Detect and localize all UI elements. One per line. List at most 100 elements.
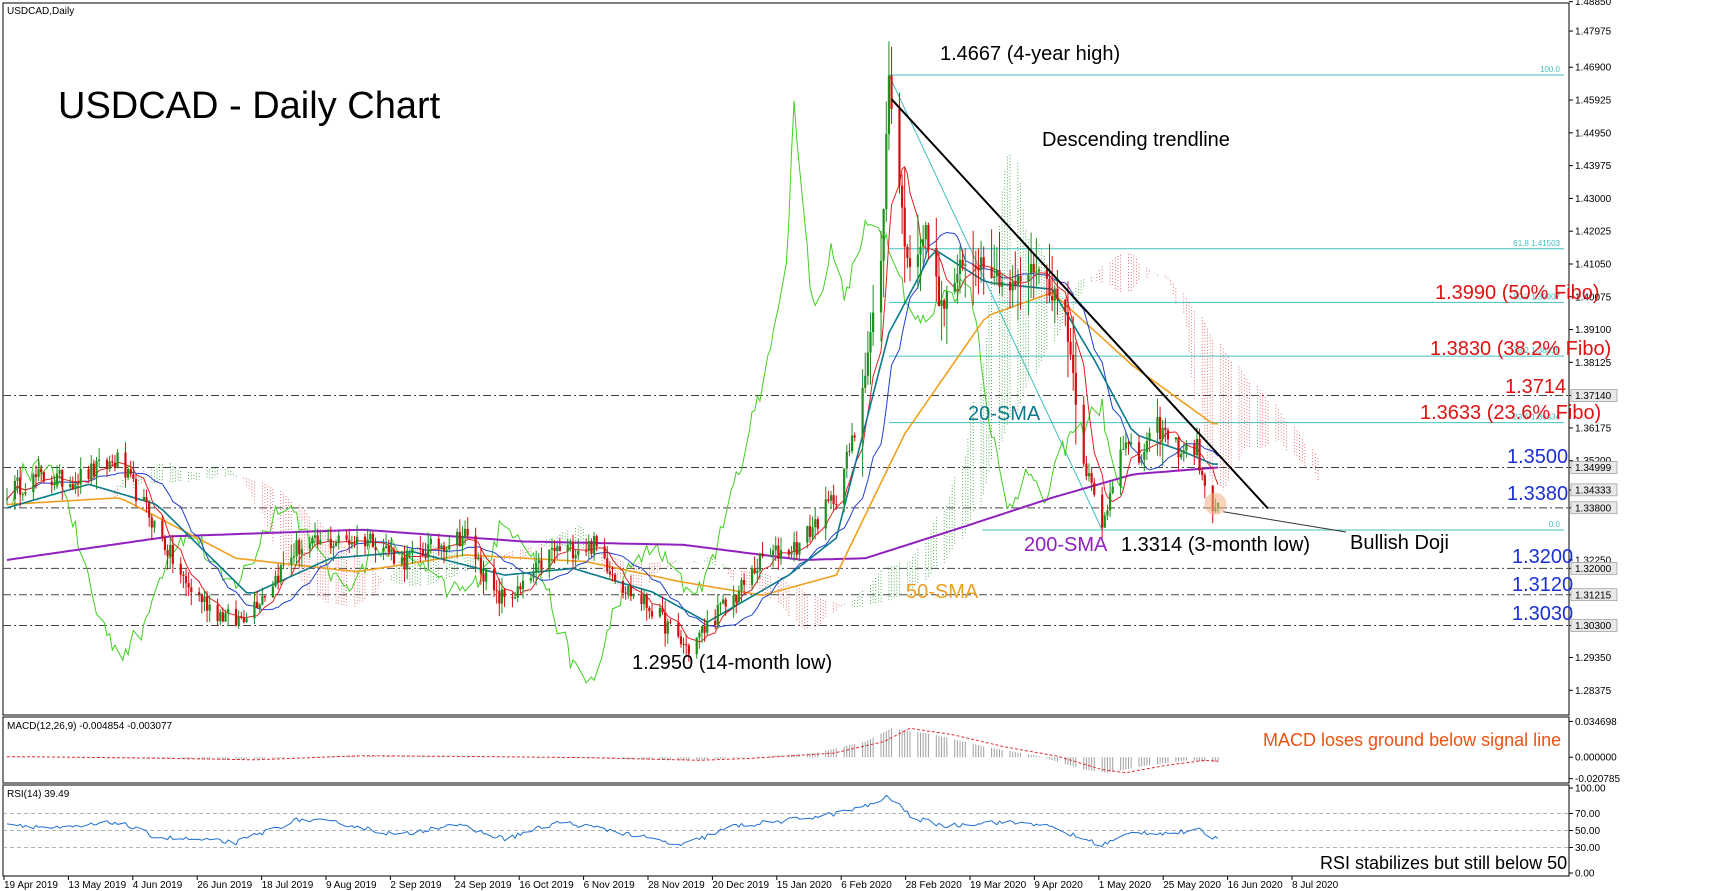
candle-body — [1122, 448, 1125, 450]
chart-annotation: 1.3120 — [1512, 574, 1573, 596]
candle-body — [577, 550, 580, 556]
candle-body — [313, 535, 317, 538]
candle-body — [295, 540, 298, 557]
candle-body — [658, 607, 661, 617]
sma200-line — [6, 466, 1219, 561]
candle-body — [503, 589, 506, 598]
horizontal-levels — [3, 394, 1569, 627]
candle-body — [437, 538, 440, 549]
descending-trendline — [890, 98, 1269, 510]
date-tick-label: 18 Jul 2019 — [262, 880, 314, 891]
chart-annotation: 1.3633 (23.6% Fibo) — [1420, 402, 1601, 424]
candle-body — [384, 546, 388, 548]
candle-body — [724, 599, 727, 607]
candle-body — [995, 270, 998, 277]
price-tick-label: 1.47975 — [1575, 27, 1612, 38]
price-tick-label: 1.30300 — [1575, 621, 1612, 632]
fibo-level-label: 0.0 — [1549, 520, 1561, 529]
candle-body — [21, 494, 24, 496]
candle-body — [956, 274, 959, 283]
candle-body — [937, 276, 941, 306]
candle-body — [479, 557, 482, 574]
candle-body — [1072, 354, 1075, 373]
rsi-tick-label: 70.00 — [1575, 809, 1600, 820]
candle-body — [424, 555, 427, 558]
candle-body — [1137, 442, 1141, 463]
candle-body — [1182, 450, 1185, 454]
candle-body — [824, 499, 827, 529]
date-tick-label: 1 May 2020 — [1099, 880, 1152, 891]
candle-body — [982, 257, 985, 268]
candle-body — [908, 258, 912, 267]
candle-body — [621, 580, 625, 593]
macd-tick-label: 0.034698 — [1575, 717, 1617, 728]
candle-body — [753, 568, 756, 574]
candle-body — [1119, 449, 1122, 487]
candle-body — [916, 254, 919, 267]
candle-body — [113, 462, 117, 468]
candle-body — [964, 264, 967, 266]
candle-body — [271, 586, 274, 598]
candle-body — [245, 618, 248, 623]
candle-body — [145, 497, 148, 503]
candle-body — [498, 590, 501, 604]
candle-body — [261, 596, 264, 605]
date-tick-label: 28 Nov 2019 — [648, 880, 705, 891]
chart-annotation: 1.2950 (14-month low) — [632, 652, 832, 674]
candle-body — [1158, 417, 1162, 440]
candle-body — [32, 474, 35, 493]
candle-body — [161, 520, 164, 539]
candle-body — [677, 622, 680, 637]
candle-body — [943, 300, 946, 309]
candle-body — [292, 556, 296, 558]
candle-body — [532, 572, 535, 579]
candle-body — [227, 608, 230, 614]
candle-body — [382, 547, 385, 550]
candle-body — [743, 580, 746, 585]
candle-body — [974, 265, 977, 269]
candle-body — [993, 276, 996, 279]
candle-body — [1082, 404, 1085, 464]
date-tick-label: 13 May 2019 — [68, 880, 126, 891]
candle-body — [369, 533, 372, 540]
candle-body — [850, 435, 854, 452]
candle-body — [516, 586, 519, 598]
chart-annotation: 200-SMA — [1024, 534, 1108, 556]
price-tick-label: 1.32000 — [1575, 564, 1612, 575]
candle-body — [242, 617, 246, 623]
price-tick-label: 1.46900 — [1575, 63, 1612, 74]
rsi-tick-label: 30.00 — [1575, 843, 1600, 854]
candle-body — [1014, 281, 1017, 286]
candle-body — [685, 644, 688, 646]
candle-body — [756, 570, 759, 574]
chart-annotation: 1.3030 — [1512, 603, 1573, 625]
price-tick-label: 1.44950 — [1575, 128, 1612, 139]
price-tick-label: 1.34333 — [1575, 485, 1612, 496]
candle-body — [1029, 264, 1033, 275]
price-tick-highlight — [1570, 562, 1618, 575]
candle-body — [440, 545, 443, 549]
price-tick-label: 1.48850 — [1575, 0, 1612, 8]
candle-body — [253, 601, 256, 619]
candle-body — [771, 550, 775, 555]
price-tick-label: 1.37140 — [1575, 391, 1612, 402]
date-tick-label: 28 Feb 2020 — [906, 880, 963, 891]
candle-body — [71, 484, 74, 490]
candle-body — [790, 552, 793, 555]
date-tick-label: 19 Mar 2020 — [970, 880, 1027, 891]
candle-body — [721, 599, 725, 604]
date-tick-label: 6 Feb 2020 — [841, 880, 892, 891]
chart-annotation: Bullish Doji — [1350, 532, 1449, 554]
candle-body — [290, 557, 293, 565]
date-tick-label: 26 Jun 2019 — [197, 880, 252, 891]
macd-tick-label: -0.020785 — [1575, 774, 1620, 785]
candle-body — [19, 477, 22, 495]
candle-body — [224, 613, 227, 622]
date-tick-label: 16 Oct 2019 — [519, 880, 574, 891]
chart-annotation: 1.3990 (50% Fibo) — [1435, 282, 1600, 304]
candle-body — [406, 553, 409, 570]
candle-body — [611, 574, 614, 576]
candle-body — [1053, 288, 1056, 301]
candle-body — [1011, 281, 1014, 291]
candle-body — [737, 590, 740, 603]
